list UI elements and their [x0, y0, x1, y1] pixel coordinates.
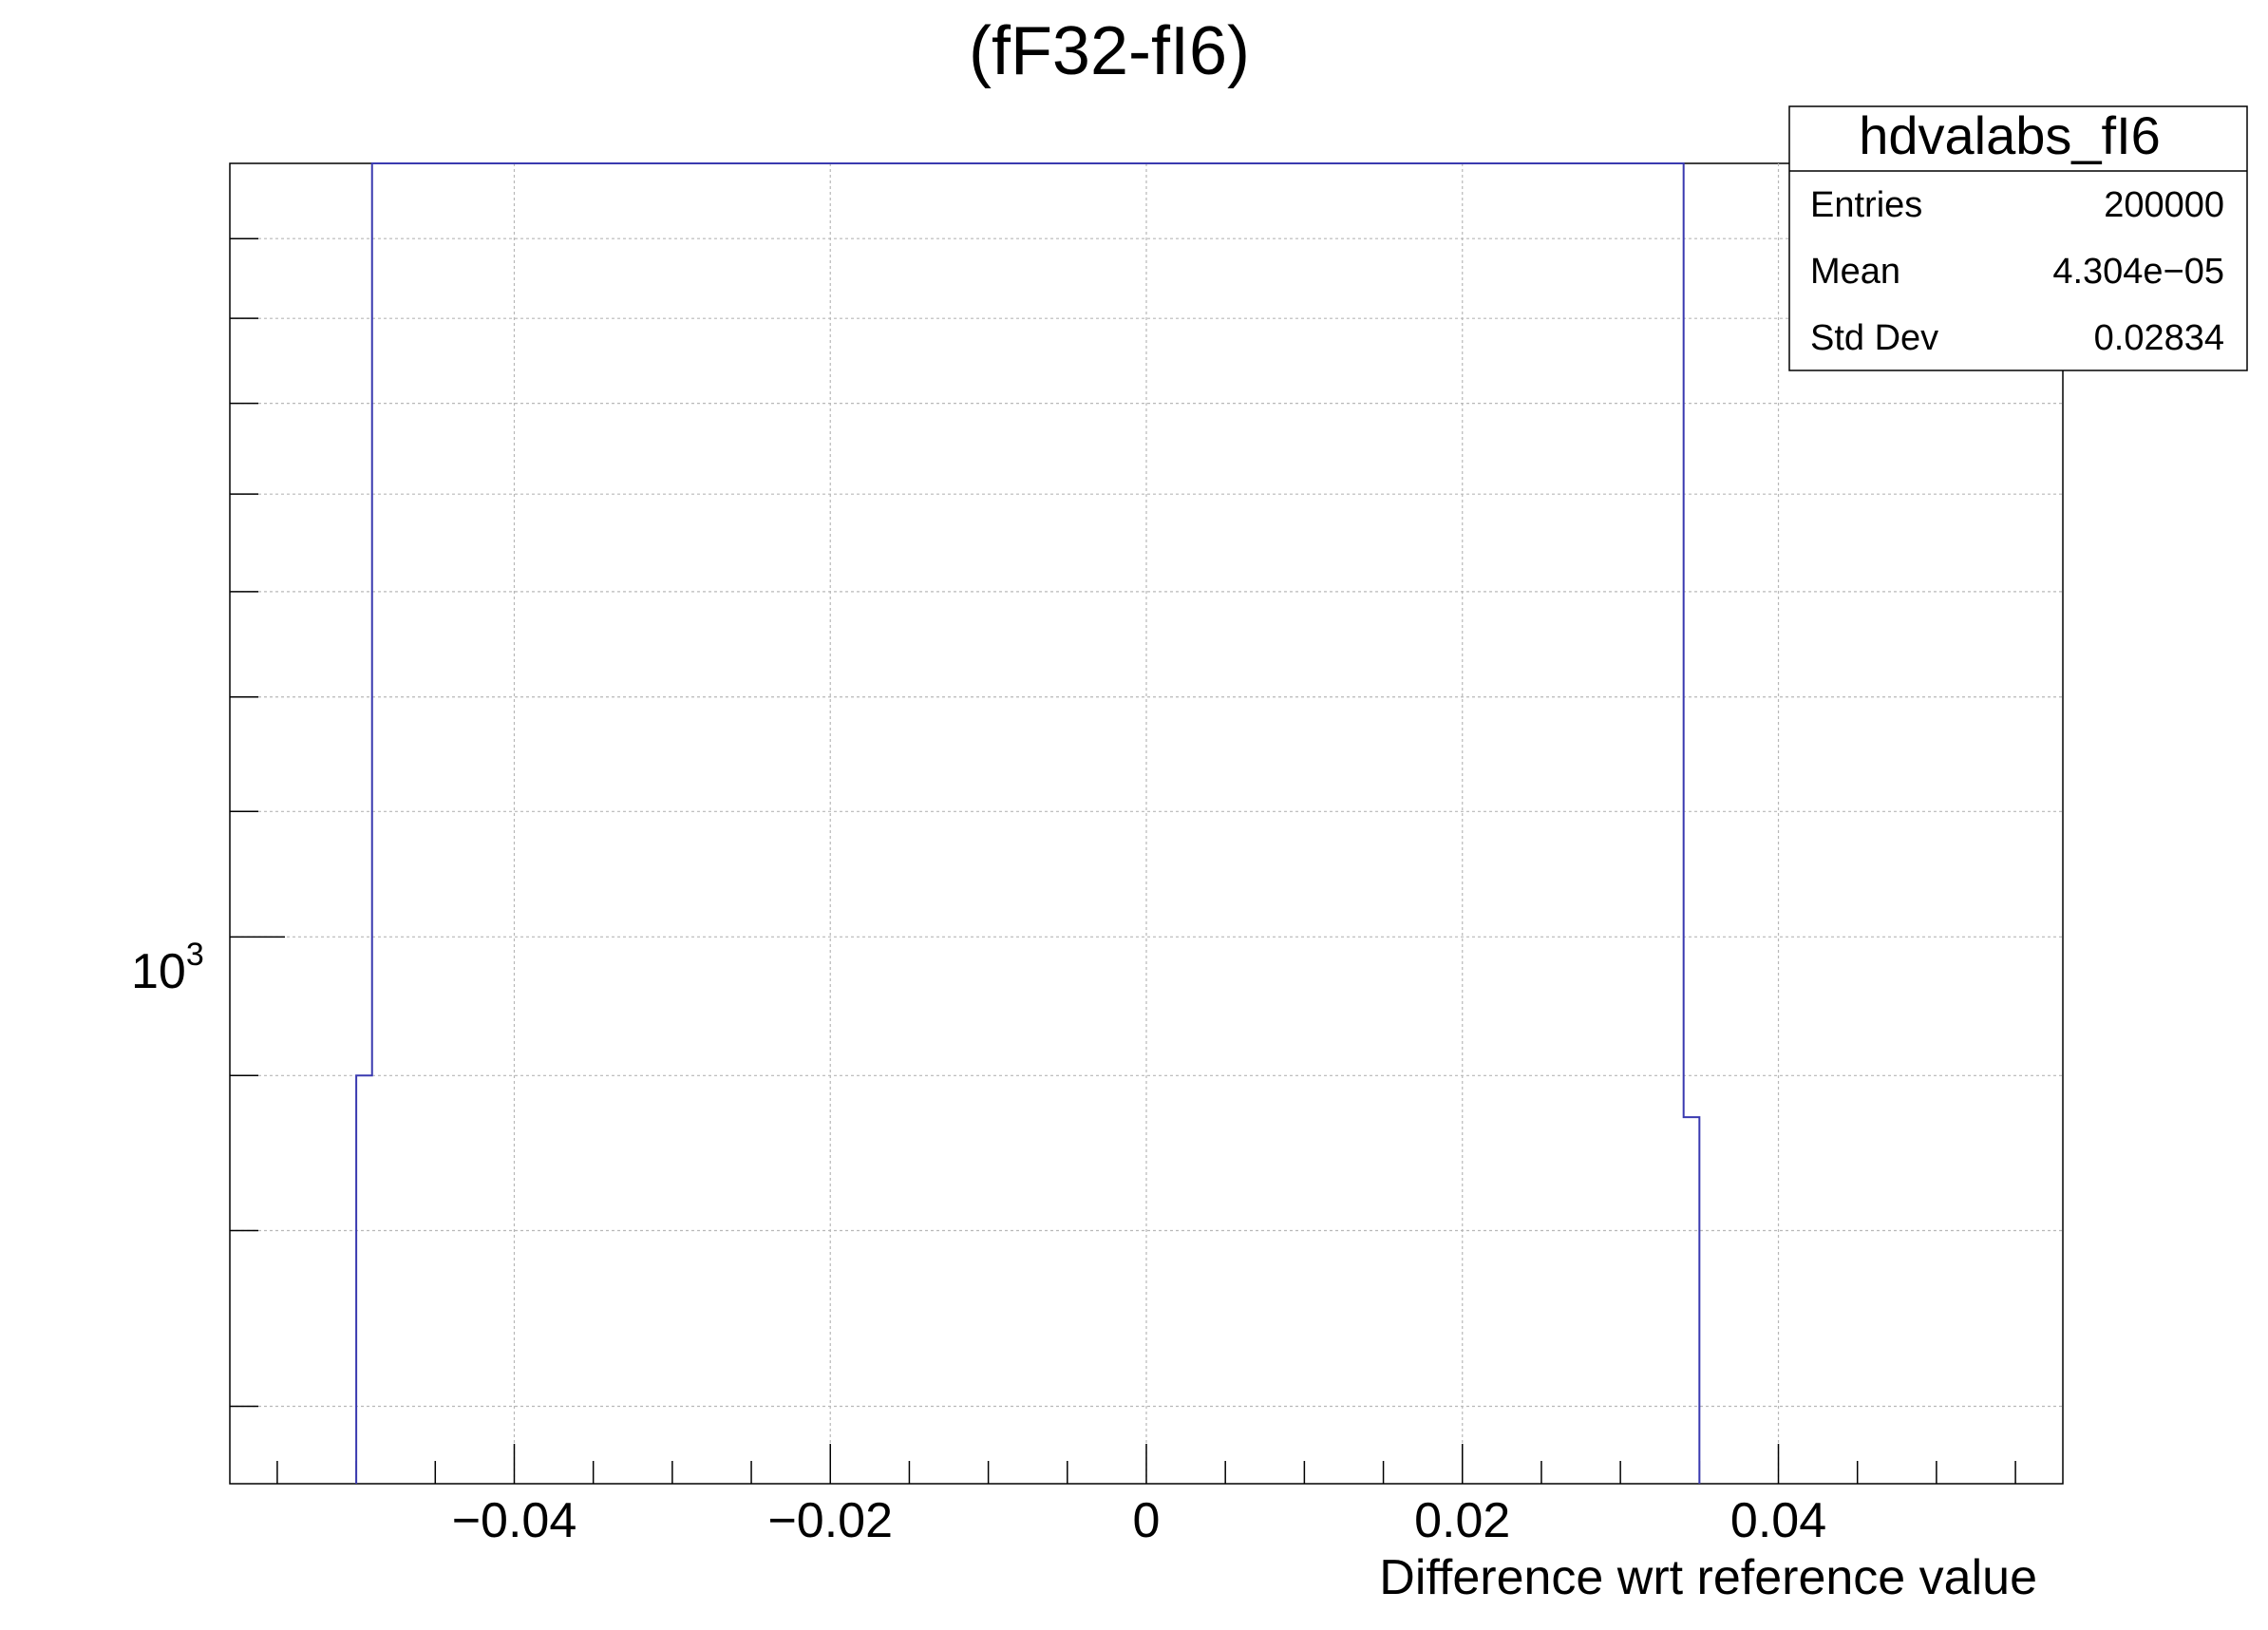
x-tick-labels: −0.04 −0.02 0 0.02 0.04	[452, 1493, 1826, 1548]
stat-value-mean: 4.304e−05	[2052, 252, 2224, 292]
x-axis-label: Difference wrt reference value	[1379, 1550, 2037, 1605]
stat-label-stddev: Std Dev	[1810, 318, 1938, 358]
x-tick-label: 0	[1133, 1493, 1161, 1548]
stats-box-frame	[1788, 105, 2248, 371]
stats-box: hdvalabs_fI6 Entries 200000 Mean 4.304e−…	[1788, 105, 2248, 371]
y-tick-exponent: 3	[186, 937, 204, 973]
stat-label-entries: Entries	[1810, 185, 1922, 225]
x-tick-label: 0.04	[1730, 1493, 1826, 1548]
x-tick-label: −0.04	[452, 1493, 577, 1548]
plot-frame	[229, 162, 2064, 1485]
stats-box-name: hdvalabs_fI6	[1859, 105, 2161, 165]
stat-label-mean: Mean	[1810, 252, 1900, 292]
x-tick-label: 0.02	[1414, 1493, 1510, 1548]
histogram-line	[355, 162, 1701, 1484]
grid-lines	[230, 163, 2063, 1484]
y-tick-base: 10	[131, 944, 186, 999]
x-tick-label: −0.02	[767, 1493, 893, 1548]
stat-value-stddev: 0.02834	[2094, 318, 2224, 358]
axis-ticks	[230, 237, 2016, 1484]
y-tick-label-1000: 103	[131, 937, 204, 999]
stat-value-entries: 200000	[2104, 185, 2224, 225]
chart-title: (fF32-fI6)	[969, 13, 1250, 89]
